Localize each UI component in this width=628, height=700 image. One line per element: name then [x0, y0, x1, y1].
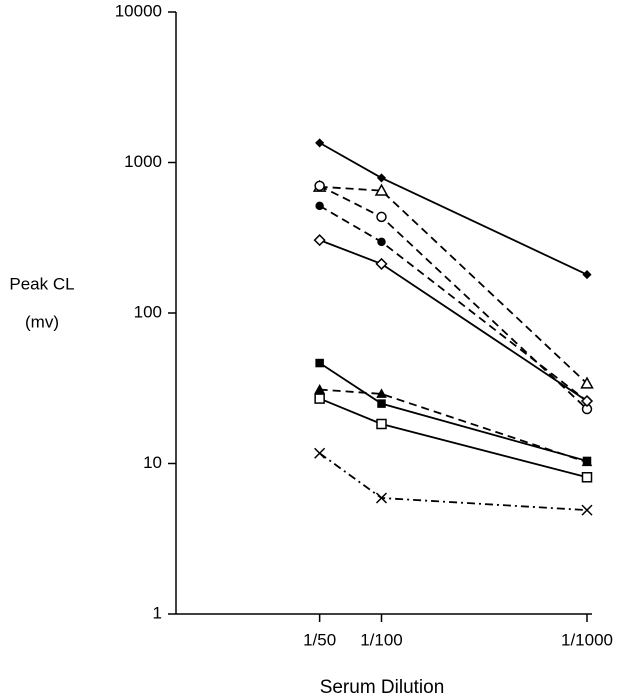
series-line [319, 452, 588, 512]
marker [375, 257, 388, 270]
marker [377, 237, 386, 247]
series-line [319, 205, 588, 402]
y-tick-label: 1 [153, 603, 162, 622]
series-line [319, 362, 588, 462]
x-tick-label: 1/1000 [561, 630, 613, 649]
marker [314, 180, 325, 192]
y-tick-label: 10 [143, 453, 162, 472]
marker [314, 447, 326, 459]
y-tick-label: 10000 [115, 1, 162, 20]
marker [580, 376, 594, 389]
series-line [319, 388, 588, 464]
marker [315, 358, 324, 368]
marker [376, 418, 387, 430]
marker [313, 234, 326, 247]
marker [374, 183, 389, 196]
series-line [319, 397, 588, 479]
marker [581, 504, 593, 516]
marker [376, 388, 387, 398]
marker [376, 173, 387, 183]
marker [314, 393, 325, 404]
marker [377, 399, 386, 408]
marker [580, 394, 594, 408]
marker [376, 211, 387, 223]
marker [375, 492, 388, 504]
marker [581, 456, 593, 467]
marker [581, 472, 593, 483]
x-tick-label: 1/50 [303, 630, 336, 649]
x-tick-label: 1/100 [360, 630, 403, 649]
marker [315, 201, 324, 211]
y-tick-label: 1000 [124, 152, 162, 171]
series-line [319, 185, 588, 385]
marker [314, 384, 325, 394]
marker [315, 138, 325, 148]
series-line [319, 239, 588, 402]
y-tick-label: 100 [134, 302, 162, 321]
marker [582, 270, 592, 280]
y-axis-label: (mv) [25, 312, 59, 331]
x-axis-label: Serum Dilution [320, 677, 445, 698]
y-axis-label: Peak CL [9, 274, 74, 293]
